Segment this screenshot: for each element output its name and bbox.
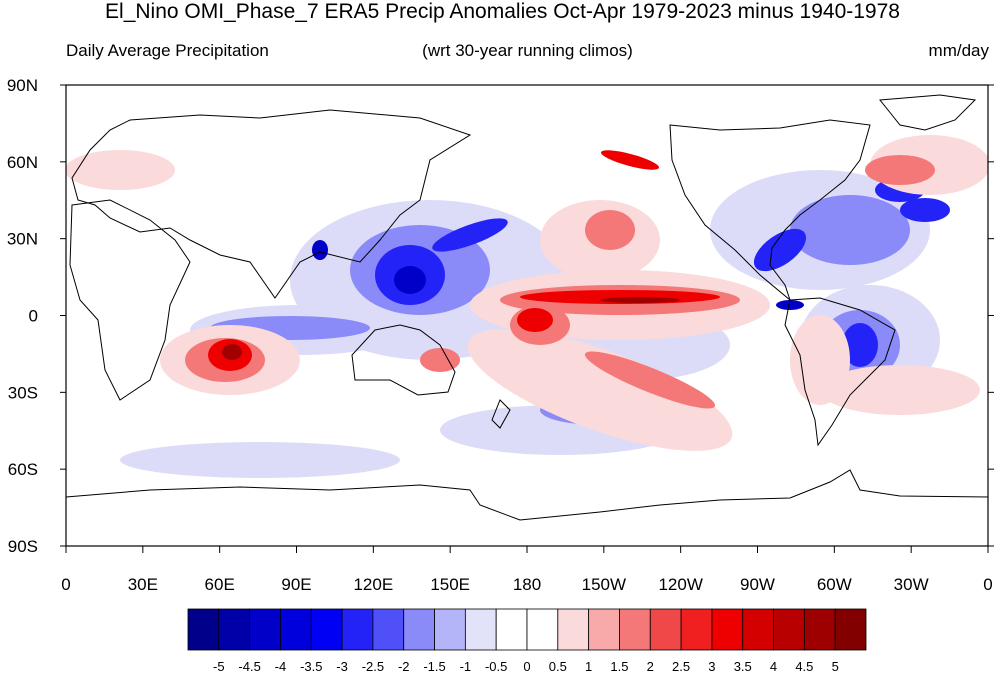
colorbar-label: 2 [647,659,654,674]
colorbar-swatch [372,608,405,651]
colorbar-swatch [310,608,343,651]
lat-tick-label: 60N [7,153,38,172]
colorbar-swatch [742,608,774,651]
lon-tick-label: 60E [205,575,235,594]
colorbar-label: 4.5 [795,659,813,674]
subtitle-center: (wrt 30-year running climos) [422,41,633,60]
colorbar-label: -5 [213,659,225,674]
colorbar-label: -1.5 [423,659,445,674]
lat-tick-label: 60S [8,460,38,479]
colorbar-swatch [711,608,744,651]
lon-tick-label: 180 [513,575,541,594]
lon-tick-label: 90W [740,575,775,594]
colorbar-swatch [588,608,620,651]
colorbar-label: 1.5 [610,659,628,674]
colorbar-swatch [649,608,682,651]
map-title: El_Nino OMI_Phase_7 ERA5 Precip Anomalie… [105,0,900,23]
colorbar-label: 2.5 [672,659,690,674]
colorbar: -5 -4.5 -4 -3.5 -3 -2.5 -2 -1.5 -1 -0.5 0 0.5 1 1.5 2 2… [187,608,867,674]
lat-tick-label: 90S [8,537,38,556]
colorbar-label: -3 [336,659,348,674]
colorbar-swatch [619,608,651,651]
colorbar-swatch [526,608,559,651]
colorbar-label: 0 [523,659,530,674]
colorbar-swatch [403,608,435,651]
colorbar-swatch [249,608,281,651]
lon-tick-label: 30E [128,575,158,594]
anomaly-field [66,135,988,478]
colorbar-label: -4.5 [238,659,260,674]
lon-tick-label: 30W [894,575,929,594]
colorbar-label: 0.5 [549,659,567,674]
colorbar-swatch [218,608,251,651]
colorbar-label: 3.5 [734,659,752,674]
lon-tick-label: 150E [430,575,470,594]
colorbar-swatch [187,608,220,651]
lat-tick-label: 90N [7,76,38,95]
colorbar-label: 1 [585,659,592,674]
colorbar-swatch [773,608,805,651]
colorbar-swatch [834,608,867,651]
lon-tick-label: 120E [353,575,393,594]
colorbar-label: -4 [275,659,287,674]
lat-tick-label: 30N [7,230,38,249]
subtitle-left: Daily Average Precipitation [66,41,269,60]
colorbar-label: -3.5 [300,659,322,674]
colorbar-label: -2 [398,659,410,674]
colorbar-label: 3 [708,659,715,674]
lon-tick-label: 150W [582,575,626,594]
lon-tick-label: 60W [817,575,852,594]
colorbar-label: -2.5 [362,659,384,674]
colorbar-swatch [341,608,374,651]
colorbar-label: 5 [832,659,839,674]
colorbar-swatch [280,608,312,651]
colorbar-swatch [803,608,836,651]
lon-tick-label: 120W [658,575,702,594]
lon-tick-label: 0 [983,575,992,594]
latitude-axis: 90N 60N 30N 0 30S 60S 90S [7,76,994,556]
lon-tick-label: 0 [61,575,70,594]
colorbar-label: 4 [770,659,777,674]
units-label: mm/day [928,41,989,60]
coastlines [66,94,988,521]
lat-tick-label: 0 [29,307,38,326]
colorbar-label: -0.5 [485,659,507,674]
colorbar-swatch [495,608,528,651]
colorbar-swatch [434,608,466,651]
colorbar-swatch [464,608,497,651]
colorbar-swatch [680,608,713,651]
lat-tick-label: 30S [8,383,38,402]
longitude-axis: 0 30E 60E 90E 120E 150E 180 150W 120W 90W 60W 30W 0 [61,546,993,594]
lon-tick-label: 90E [281,575,311,594]
colorbar-label: -1 [460,659,472,674]
colorbar-swatch [557,608,590,651]
